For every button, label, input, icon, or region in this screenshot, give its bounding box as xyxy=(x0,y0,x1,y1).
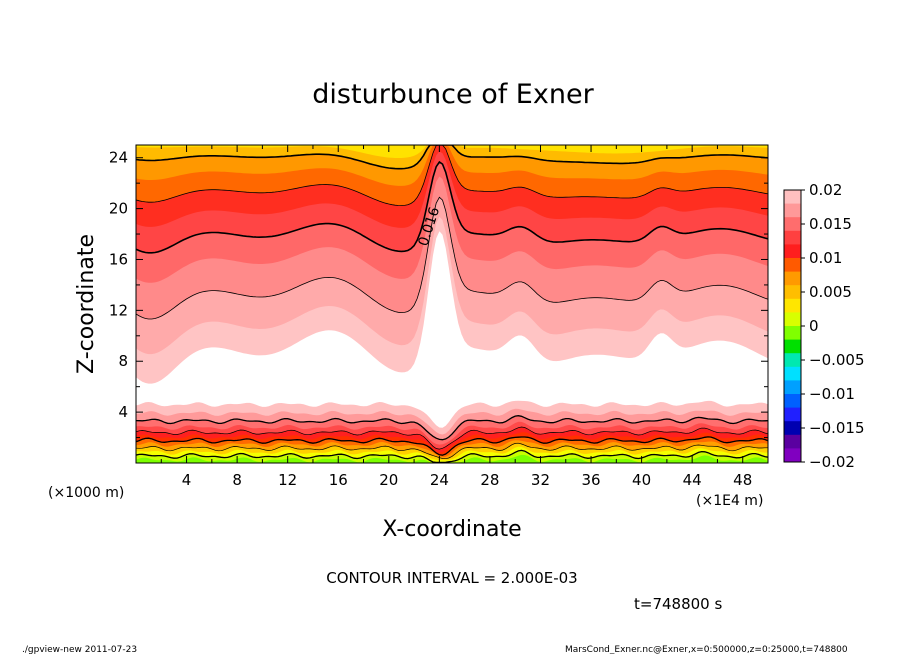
x-tick-label: 16 xyxy=(329,471,348,489)
contour-interval-text: CONTOUR INTERVAL = 2.000E-03 xyxy=(326,569,577,587)
x-axis-ticks: 4 8 12 16 20 24 28 32 36 40 44 48 xyxy=(135,145,769,489)
colorbar-swatch xyxy=(784,285,801,300)
colorbar-swatch xyxy=(784,217,801,232)
white-hole xyxy=(604,379,617,390)
surface-contour-line-3 xyxy=(136,442,768,460)
plot-area xyxy=(136,145,768,463)
colorbar-tick-label: 0 xyxy=(809,317,819,335)
x-tick-label: 32 xyxy=(531,471,550,489)
x-tick-label: 20 xyxy=(379,471,398,489)
x-tick-label: 40 xyxy=(632,471,651,489)
colorbar-tick-label: 0.015 xyxy=(809,215,852,233)
x-tick-label: 28 xyxy=(480,471,499,489)
colorbar-swatch xyxy=(784,353,801,368)
colorbar-swatch xyxy=(784,339,801,354)
surface-contour-line-5 xyxy=(136,436,768,456)
surface-band-0 xyxy=(136,454,768,463)
y-axis-label: Z-coordinate xyxy=(74,234,99,374)
x-tick-label: 48 xyxy=(733,471,752,489)
colorbar-tick-label: −0.015 xyxy=(809,419,865,437)
y-tick-label: 4 xyxy=(118,403,128,421)
colorbar-swatch xyxy=(784,421,801,436)
surface-contour-line-1 xyxy=(136,449,768,463)
colorbar-swatch xyxy=(784,230,801,245)
y-tick-label: 8 xyxy=(118,352,128,370)
colorbar-tick-label: −0.02 xyxy=(809,453,855,471)
colorbar-swatch xyxy=(784,244,801,259)
x-tick-label: 44 xyxy=(683,471,702,489)
y-tick-label: 20 xyxy=(109,200,128,218)
x-tick-label: 12 xyxy=(278,471,297,489)
colorbar-swatch xyxy=(784,448,801,463)
y-axis-ticks: 4 8 12 16 20 24 xyxy=(109,149,768,464)
surface-contour-line-9 xyxy=(136,415,768,441)
x-tick-label: 8 xyxy=(232,471,242,489)
plot-frame xyxy=(135,144,769,464)
colorbar-swatch xyxy=(784,190,801,205)
contour-lines xyxy=(136,145,768,463)
y-tick-label: 12 xyxy=(109,301,128,319)
colorbar-swatch xyxy=(784,298,801,313)
footer-right-note: MarsCond_Exner.nc@Exner,x=0:500000,z=0:2… xyxy=(565,645,848,654)
surface-contour-line-7 xyxy=(136,426,768,450)
x-tick-label: 4 xyxy=(182,471,192,489)
colorbar-swatch xyxy=(784,326,801,341)
upper-contour-line-5 xyxy=(136,160,768,254)
colorbar-swatch xyxy=(784,434,801,449)
colorbar-tick-label: −0.01 xyxy=(809,385,855,403)
colorbar-swatch xyxy=(784,407,801,422)
x-axis-unit: (×1000 m) xyxy=(48,485,124,501)
colorbar: 0.02 0.015 0.01 0.005 0 −0.005 −0.01 −0.015 −0.0… xyxy=(783,181,865,471)
colorbar-tick-label: −0.005 xyxy=(809,351,865,369)
colorbar-swatch xyxy=(784,366,801,381)
colorbar-swatch xyxy=(784,203,801,218)
colorbar-swatch xyxy=(784,271,801,286)
x-axis-label: X-coordinate xyxy=(382,517,521,542)
x-tick-label: 36 xyxy=(581,471,600,489)
colorbar-tick-label: 0.005 xyxy=(809,283,852,301)
footer-left-note: ./gpview-new 2011-07-23 xyxy=(22,645,137,654)
upper-contour-line-3 xyxy=(136,145,768,207)
y-tick-label: 16 xyxy=(109,250,128,268)
time-text: t=748800 s xyxy=(634,595,722,613)
x-tick-label: 24 xyxy=(430,471,449,489)
chart-title: disturbunce of Exner xyxy=(312,79,594,110)
upper-band-0 xyxy=(136,145,768,158)
colorbar-swatch xyxy=(784,394,801,409)
colorbar-swatch xyxy=(784,258,801,273)
x-axis-unit-right: (×1E4 m) xyxy=(696,493,763,509)
colorbar-swatch xyxy=(784,380,801,395)
upper-contour-line-1 xyxy=(136,145,768,170)
y-tick-label: 24 xyxy=(109,149,128,167)
colorbar-tick-label: 0.02 xyxy=(809,181,842,199)
colorbar-swatch xyxy=(784,312,801,327)
upper-contour-line-7 xyxy=(136,196,768,320)
colorbar-tick-label: 0.01 xyxy=(809,249,842,267)
